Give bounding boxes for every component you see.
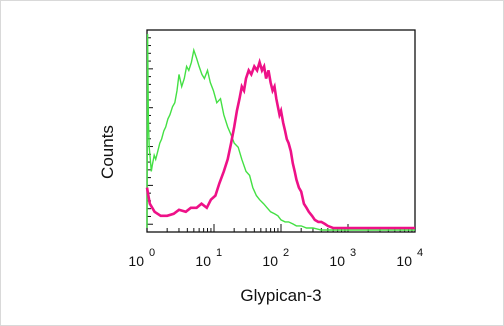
series-line-2 <box>145 57 415 230</box>
x-tick-label-exponent: 4 <box>417 247 423 259</box>
x-tick-label-base: 10 <box>262 253 278 269</box>
x-tick-label-base: 10 <box>396 253 412 269</box>
x-tick-label-base: 10 <box>329 253 345 269</box>
x-tick-labels: 10 0 10 1 10 2 10 3 10 4 <box>128 247 423 269</box>
x-tick-label-base: 10 <box>128 253 144 269</box>
series-line-1 <box>146 33 415 231</box>
y-axis-label: Counts <box>98 125 117 179</box>
x-tick-label-base: 10 <box>195 253 211 269</box>
x-tick-label-exponent: 3 <box>350 247 356 259</box>
plot-frame <box>146 29 416 233</box>
x-tick-label-exponent: 1 <box>216 247 222 259</box>
x-tick-label-exponent: 2 <box>283 247 289 259</box>
x-tick-label-exponent: 0 <box>149 247 155 259</box>
x-axis-label: Glypican-3 <box>240 286 321 305</box>
series-layer <box>145 33 415 231</box>
